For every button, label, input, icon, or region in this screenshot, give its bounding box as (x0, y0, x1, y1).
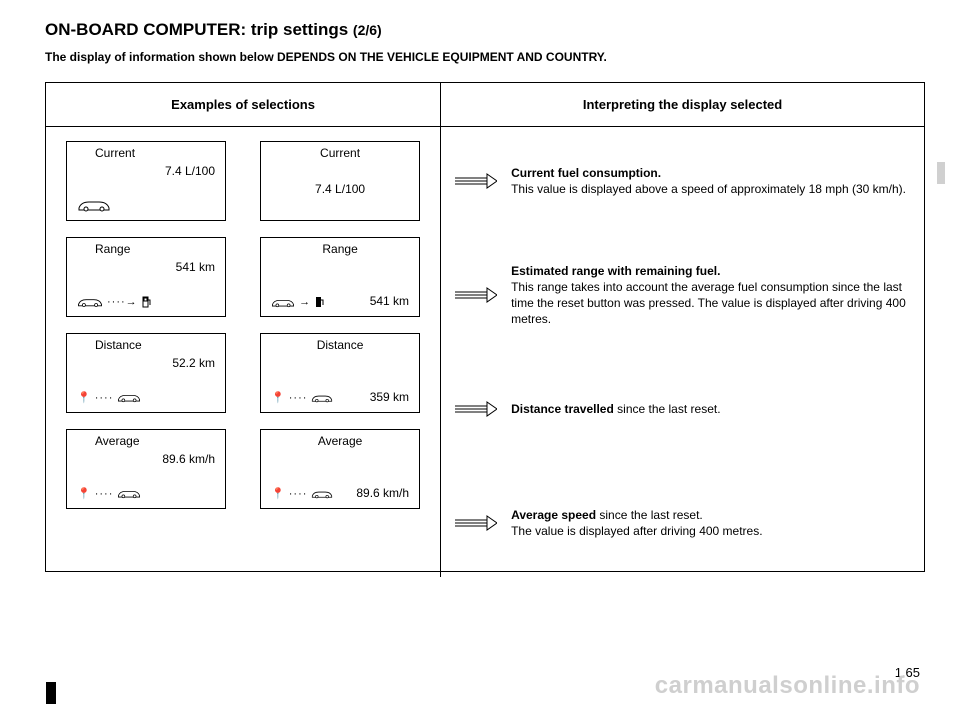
desc-body-2: The value is displayed after driving 400… (511, 524, 762, 538)
value-distance: 359 km (370, 390, 409, 404)
display-average-a: Average 89.6 km/h 📍 ···· (66, 429, 226, 509)
label-range: Range (322, 242, 357, 256)
value-average: 89.6 km/h (162, 452, 215, 466)
header-interpreting: Interpreting the display selected (441, 83, 924, 126)
display-distance-a: Distance 52.2 km 📍 ···· (66, 333, 226, 413)
side-tab-marker (937, 162, 945, 184)
arrow-right-icon (453, 173, 497, 189)
example-subcol-a: Current 7.4 L/100 Range 541 km ····→ (54, 141, 238, 563)
label-average: Average (318, 434, 362, 448)
desc-body: since the last reset. (596, 508, 703, 522)
value-current: 7.4 L/100 (315, 182, 365, 196)
distance-icon-row: 📍 ···· (271, 391, 333, 404)
desc-text: Average speed since the last reset. The … (511, 507, 762, 539)
label-range: Range (95, 242, 130, 256)
desc-body: This value is displayed above a speed of… (511, 182, 906, 196)
desc-body: This range takes into account the averag… (511, 280, 906, 326)
desc-text: Distance travelled since the last reset. (511, 401, 720, 417)
table-header-row: Examples of selections Interpreting the … (46, 83, 924, 127)
value-current: 7.4 L/100 (165, 164, 215, 178)
arrow-icon: → (299, 296, 311, 308)
interpretation-column: Current fuel consumption. This value is … (441, 127, 924, 577)
title-sub: (2/6) (353, 22, 382, 38)
range-icon-row: ····→ (77, 296, 152, 308)
crop-mark (46, 682, 56, 704)
dots-icon: ····→ (107, 296, 138, 308)
example-subcol-b: Current 7.4 L/100 Range → 541 km Distanc… (248, 141, 432, 563)
value-distance: 52.2 km (172, 356, 215, 370)
car-icon (77, 296, 103, 308)
fuel-pump-icon (315, 296, 325, 308)
desc-text: Current fuel consumption. This value is … (511, 165, 906, 197)
label-average: Average (95, 434, 139, 448)
label-distance: Distance (95, 338, 142, 352)
pin-icon: 📍 (271, 487, 285, 500)
arrow-right-icon (453, 287, 497, 303)
desc-row-range: Estimated range with remaining fuel. Thi… (453, 255, 912, 335)
fuel-pump-icon (142, 296, 152, 308)
average-icon-row: 📍 ···· (77, 487, 141, 500)
dots-icon: ···· (289, 488, 308, 500)
label-current: Current (95, 146, 135, 160)
dots-icon: ···· (95, 392, 114, 404)
desc-body: since the last reset. (614, 402, 721, 416)
desc-row-average: Average speed since the last reset. The … (453, 483, 912, 563)
display-distance-b: Distance 📍 ···· 359 km (260, 333, 420, 413)
desc-row-current: Current fuel consumption. This value is … (453, 141, 912, 221)
table-body: Current 7.4 L/100 Range 541 km ····→ (46, 127, 924, 577)
display-current-a: Current 7.4 L/100 (66, 141, 226, 221)
car-icon (271, 297, 295, 308)
examples-column: Current 7.4 L/100 Range 541 km ····→ (46, 127, 441, 577)
page-title: ON-BOARD COMPUTER: trip settings (2/6) (45, 20, 925, 40)
title-main: ON-BOARD COMPUTER: trip settings (45, 20, 348, 39)
value-average: 89.6 km/h (356, 486, 409, 500)
label-distance: Distance (317, 338, 364, 352)
car-icon (117, 392, 141, 403)
range-icon-row: → (271, 296, 325, 308)
arrow-right-icon (453, 401, 497, 417)
car-icon (311, 489, 333, 499)
header-examples: Examples of selections (46, 83, 441, 126)
desc-bold: Estimated range with remaining fuel. (511, 264, 720, 278)
desc-row-distance: Distance travelled since the last reset. (453, 369, 912, 449)
value-range: 541 km (176, 260, 215, 274)
car-icon (77, 198, 111, 212)
watermark: carmanualsonline.info (655, 672, 920, 700)
display-range-b: Range → 541 km (260, 237, 420, 317)
distance-icon-row: 📍 ···· (77, 391, 141, 404)
desc-bold: Current fuel consumption. (511, 166, 661, 180)
car-icon (311, 393, 333, 403)
average-icon-row: 📍 ···· (271, 487, 333, 500)
trip-settings-table: Examples of selections Interpreting the … (45, 82, 925, 572)
display-current-b: Current 7.4 L/100 (260, 141, 420, 221)
dependency-note: The display of information shown below D… (45, 50, 925, 64)
arrow-right-icon (453, 515, 497, 531)
value-range: 541 km (370, 294, 409, 308)
desc-text: Estimated range with remaining fuel. Thi… (511, 263, 912, 328)
dots-icon: ···· (289, 392, 308, 404)
dots-icon: ···· (95, 488, 114, 500)
car-icon (117, 488, 141, 499)
label-current: Current (320, 146, 360, 160)
page-number: 1.65 (895, 665, 920, 680)
pin-icon: 📍 (77, 487, 91, 500)
pin-icon: 📍 (271, 391, 285, 404)
desc-bold: Distance travelled (511, 402, 614, 416)
display-average-b: Average 📍 ···· 89.6 km/h (260, 429, 420, 509)
display-range-a: Range 541 km ····→ (66, 237, 226, 317)
pin-icon: 📍 (77, 391, 91, 404)
desc-bold: Average speed (511, 508, 596, 522)
